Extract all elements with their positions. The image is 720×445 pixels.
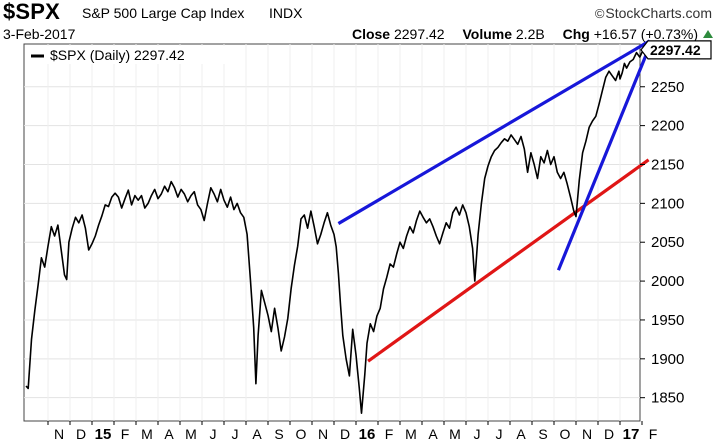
- x-month-label: O: [296, 426, 307, 442]
- close-value: 2297.42: [393, 26, 445, 42]
- x-month-label: M: [405, 426, 417, 442]
- y-tick-label: 2050: [651, 234, 684, 251]
- chg-label: Chg: [562, 26, 590, 42]
- up-triangle-icon: [703, 30, 713, 38]
- copyright-icon: ©: [594, 6, 605, 21]
- volume-value: 2.2B: [515, 26, 545, 42]
- x-year-label: 16: [359, 426, 376, 443]
- x-month-label: S: [538, 426, 547, 442]
- x-month-label: A: [428, 426, 438, 442]
- close-label: Close: [351, 26, 391, 42]
- y-tick-label: 2100: [651, 195, 684, 212]
- legend: $SPX (Daily) 2297.42: [26, 46, 240, 64]
- y-tick-label: 1900: [651, 351, 684, 368]
- x-month-label: M: [449, 426, 461, 442]
- price-line: [25, 49, 644, 414]
- legend-box: [26, 46, 240, 64]
- x-month-label: F: [649, 426, 658, 442]
- x-month-label: J: [496, 426, 503, 442]
- x-month-label: J: [232, 426, 239, 442]
- brand-name: StockCharts.com: [605, 5, 712, 21]
- x-month-label: N: [582, 426, 592, 442]
- ticker-symbol: $SPX: [3, 0, 61, 24]
- y-tick-label: 2150: [651, 156, 684, 173]
- y-tick-label: 1850: [651, 390, 684, 407]
- x-month-label: J: [210, 426, 217, 442]
- x-month-label: N: [318, 426, 328, 442]
- x-month-label: S: [274, 426, 283, 442]
- volume-label: Volume: [462, 26, 512, 42]
- index-type: INDX: [269, 5, 303, 21]
- y-tick-label: 2200: [651, 118, 684, 135]
- x-month-label: A: [252, 426, 262, 442]
- x-month-label: D: [604, 426, 614, 442]
- price-series: [25, 49, 644, 414]
- y-axis: 1850 1900 1950 2000 2050 2100 2150 2200 2250: [640, 79, 684, 407]
- x-month-label: O: [560, 426, 571, 442]
- last-value-tag: 2297.42: [640, 40, 712, 60]
- trendline: [556, 53, 648, 271]
- gridlines: [24, 44, 640, 421]
- index-name: S&P 500 Large Cap Index: [82, 5, 245, 21]
- chart-date: 3-Feb-2017: [3, 26, 76, 42]
- brand-logo[interactable]: ©StockCharts.com: [595, 5, 712, 21]
- quote-stats: Close 2297.42 Volume 2.2B Chg +16.57 (+0…: [352, 26, 698, 42]
- x-month-label: M: [185, 426, 197, 442]
- x-year-label: 15: [95, 426, 112, 443]
- y-tick-label: 2000: [651, 273, 684, 290]
- x-month-label: A: [516, 426, 526, 442]
- chart-header: $SPX S&P 500 Large Cap Index INDX ©Stock…: [0, 0, 720, 44]
- x-month-label: M: [141, 426, 153, 442]
- x-month-label: N: [54, 426, 64, 442]
- legend-label: $SPX (Daily) 2297.42: [50, 47, 185, 63]
- y-tick-label: 1950: [651, 312, 684, 329]
- last-value-label: 2297.42: [650, 42, 701, 58]
- x-month-label: A: [164, 426, 174, 442]
- last-value-box: [640, 40, 712, 60]
- trendline: [337, 39, 651, 225]
- trendlines: [337, 39, 651, 363]
- trendline: [367, 158, 650, 363]
- y-tick-label: 2250: [651, 79, 684, 96]
- x-month-label: D: [340, 426, 350, 442]
- x-axis: N D 15 F M A M J J A S O N D 16 F M A M J J A S O N D 17 F: [47, 421, 658, 443]
- chg-value: +16.57 (+0.73%): [593, 26, 698, 42]
- x-year-label: 17: [623, 426, 640, 443]
- x-month-label: J: [474, 426, 481, 442]
- x-month-label: F: [385, 426, 394, 442]
- x-month-label: D: [76, 426, 86, 442]
- x-month-label: F: [121, 426, 130, 442]
